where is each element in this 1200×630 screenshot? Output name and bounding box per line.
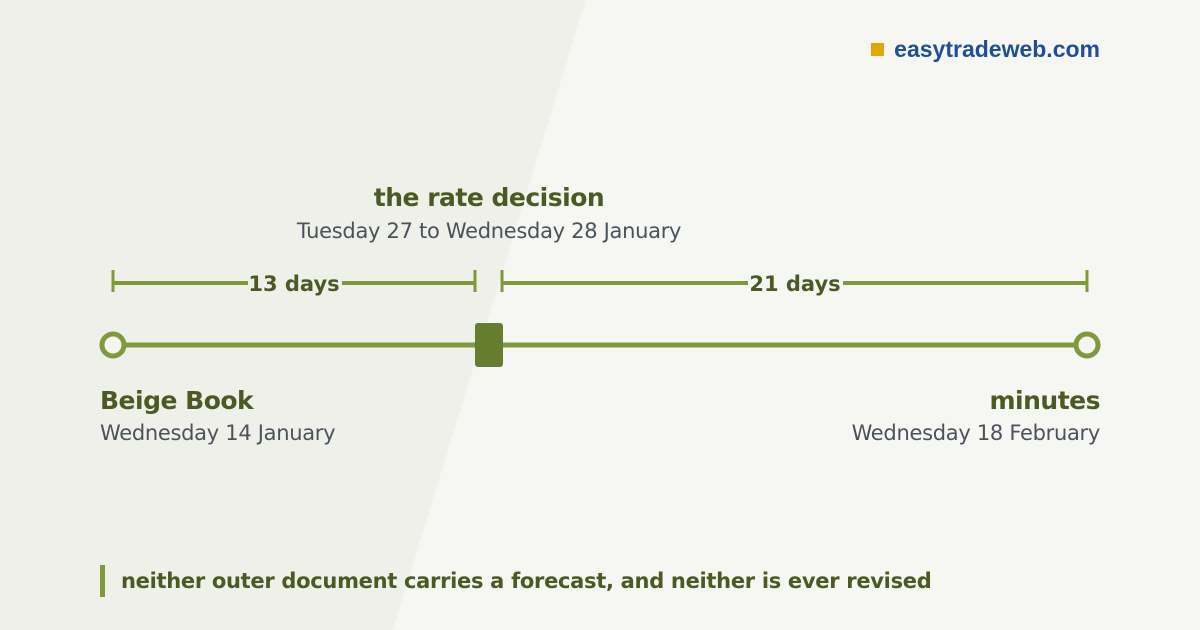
center-event-title: the rate decision (373, 183, 605, 212)
interval-bracket-21-days: 21 days (500, 270, 1089, 296)
footnote: neither outer document carries a forecas… (100, 565, 932, 597)
brand-name[interactable]: easytradeweb.com (894, 36, 1100, 62)
footnote-accent-bar (100, 565, 105, 597)
event-left-date: Wednesday 14 January (100, 421, 336, 445)
timeline-node-right (1073, 331, 1101, 359)
interval-bracket-13-days: 13 days (111, 270, 477, 296)
timeline-node-left (99, 331, 127, 359)
timeline-marker-center (475, 323, 503, 367)
interval-label-13-days: 13 days (248, 272, 339, 296)
center-event-date: Tuesday 27 to Wednesday 28 January (296, 219, 682, 243)
brand-square-icon (871, 43, 885, 56)
event-right-title: minutes (989, 386, 1100, 415)
event-right-date: Wednesday 18 February (851, 421, 1101, 445)
brand[interactable]: easytradeweb.com (871, 36, 1100, 63)
interval-label-21-days: 21 days (749, 272, 840, 296)
footnote-text: neither outer document carries a forecas… (121, 569, 932, 593)
event-left-title: Beige Book (100, 386, 254, 415)
